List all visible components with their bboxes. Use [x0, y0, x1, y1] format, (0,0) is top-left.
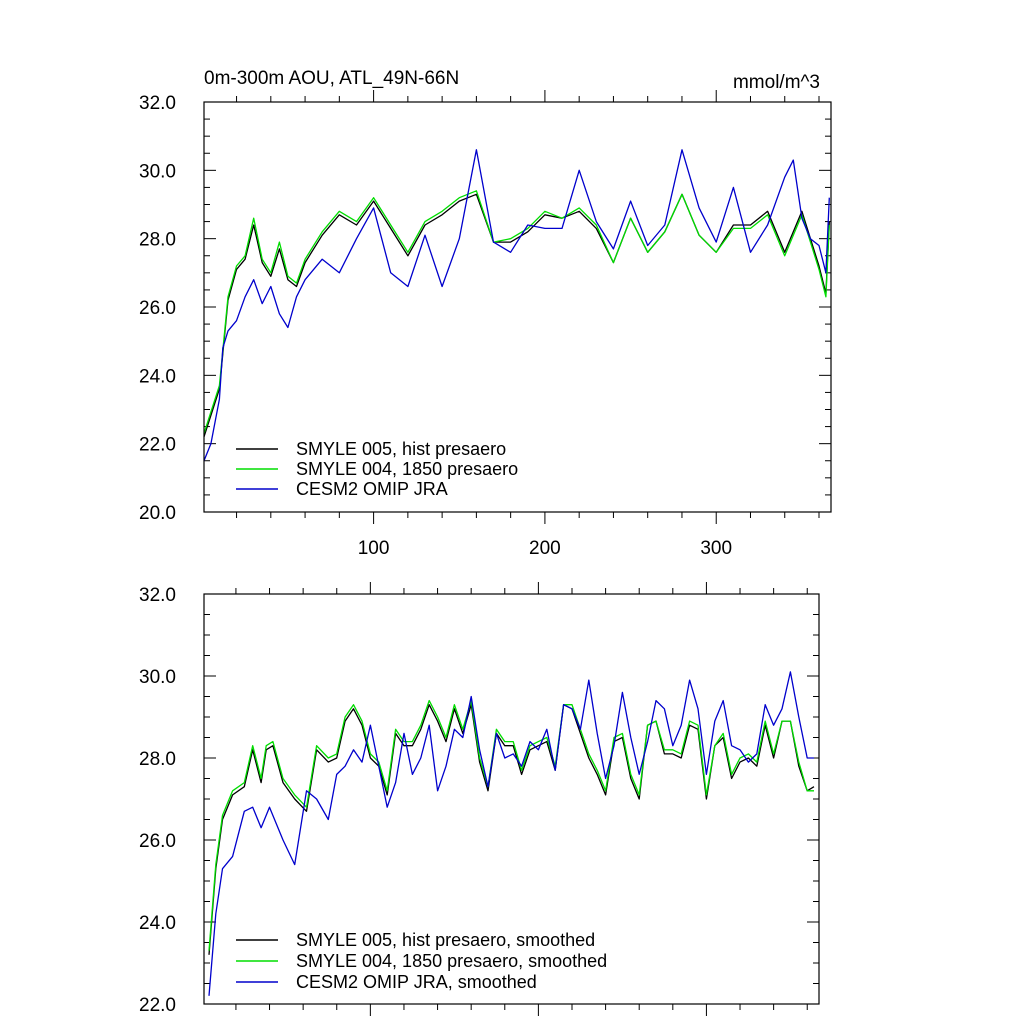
- top-ytick-label: 30.0: [139, 161, 176, 182]
- top-axes: 20.0 22.0 24.0 26.0 28.0 30.0 32.0 100 200 300: [139, 90, 831, 559]
- bottom-legend-label-0: SMYLE 005, hist presaero, smoothed: [296, 930, 595, 950]
- bottom-series-line-2: [208, 671, 814, 996]
- bottom-ytick-label: 26.0: [139, 831, 176, 852]
- top-panel: 0m-300m AOU, ATL_49N-66N mmol/m^3 20.0 22…: [139, 68, 832, 559]
- top-legend-label-1: SMYLE 004, 1850 presaero: [296, 459, 518, 479]
- top-ytick-label: 26.0: [139, 298, 176, 319]
- top-xtick-label: 100: [358, 538, 390, 559]
- bottom-series-line-1: [208, 699, 814, 951]
- top-ytick-label: 24.0: [139, 366, 176, 387]
- bottom-series: [208, 671, 815, 996]
- bottom-ytick-label: 22.0: [139, 995, 176, 1016]
- top-chart-units: mmol/m^3: [733, 72, 820, 93]
- top-legend-label-2: CESM2 OMIP JRA: [296, 479, 448, 499]
- top-ytick-label: 32.0: [139, 93, 176, 114]
- bottom-ytick-label: 24.0: [139, 913, 176, 934]
- top-plot-frame: [203, 101, 832, 513]
- top-xtick-label: 300: [700, 538, 732, 559]
- bottom-panel: 22.0 24.0 26.0 28.0 30.0 32.0 SMYLE 005, hist…: [139, 582, 820, 1016]
- bottom-legend-label-2: CESM2 OMIP JRA, smoothed: [296, 972, 537, 992]
- bottom-ytick-label: 28.0: [139, 749, 176, 770]
- top-series-line-1: [203, 190, 830, 434]
- bottom-legend-label-1: SMYLE 004, 1850 presaero, smoothed: [296, 951, 607, 971]
- top-chart-title: 0m-300m AOU, ATL_49N-66N: [204, 68, 459, 89]
- bottom-plot-frame: [203, 593, 820, 1005]
- top-legend-label-0: SMYLE 005, hist presaero: [296, 439, 506, 459]
- top-ytick-label: 28.0: [139, 230, 176, 251]
- top-xtick-label: 200: [529, 538, 561, 559]
- top-ytick-label: 22.0: [139, 435, 176, 456]
- bottom-ytick-label: 32.0: [139, 585, 176, 606]
- bottom-ytick-label: 30.0: [139, 667, 176, 688]
- top-series-line-2: [203, 149, 830, 462]
- top-ytick-label: 20.0: [139, 503, 176, 524]
- top-series-line-0: [203, 193, 830, 437]
- bottom-legend: SMYLE 005, hist presaero, smoothedSMYLE …: [236, 930, 607, 992]
- top-series: [203, 149, 830, 462]
